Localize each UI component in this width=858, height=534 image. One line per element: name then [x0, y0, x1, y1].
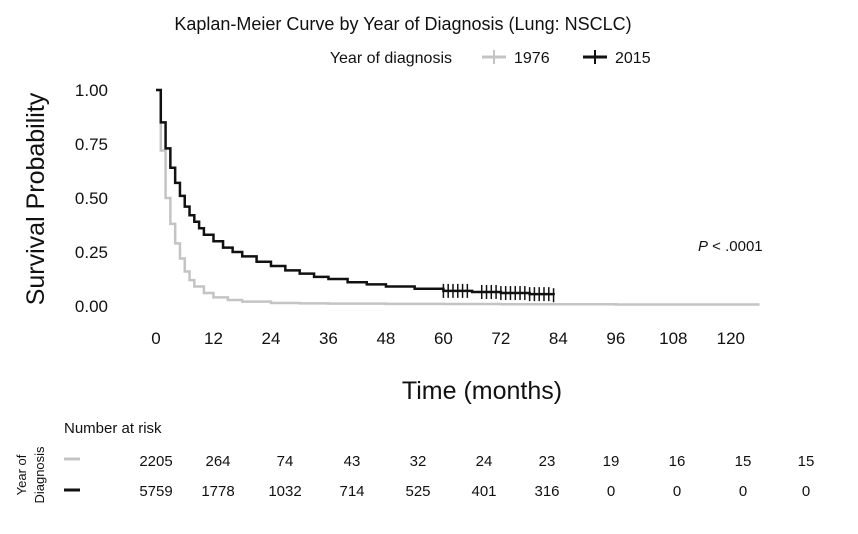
risk-cell-1976: 43: [344, 453, 361, 470]
legend-entry-1976: 1976: [482, 50, 550, 67]
risk-table-heading: Number at risk: [64, 420, 162, 437]
legend-entry-2015: 2015: [583, 50, 651, 67]
x-axis-ticks: 0 12 24 36 48 60 72 84 96 108 120: [151, 329, 745, 348]
x-tick-label: 84: [549, 329, 568, 348]
risk-cell-1976: 32: [410, 453, 427, 470]
risk-cell-2015: 0: [739, 483, 747, 500]
x-tick-label: 0: [151, 329, 160, 348]
x-tick-label: 48: [376, 329, 395, 348]
x-tick-label: 60: [434, 329, 453, 348]
risk-side-label-line-1: Year of: [14, 454, 29, 495]
risk-cell-1976: 23: [539, 453, 556, 470]
risk-cell-2015: 401: [471, 483, 496, 500]
x-tick-label: 72: [491, 329, 510, 348]
x-tick-label: 120: [717, 329, 745, 348]
risk-cell-1976: 19: [603, 453, 620, 470]
risk-table-side-label: Year of Diagnosis: [14, 446, 47, 504]
risk-cell-2015: 5759: [139, 483, 172, 500]
y-tick-label: 1.00: [75, 81, 108, 100]
series-line-1976: [156, 88, 760, 306]
risk-cell-1976: 264: [205, 453, 230, 470]
risk-cell-1976: 15: [735, 453, 752, 470]
x-tick-label: 108: [659, 329, 687, 348]
y-axis-ticks: 0.00 0.25 0.50 0.75 1.00: [75, 81, 108, 316]
risk-cell-2015: 1032: [268, 483, 301, 500]
risk-cell-1976: 15: [798, 453, 815, 470]
risk-cell-1976: 16: [669, 453, 686, 470]
risk-cell-2015: 0: [673, 483, 681, 500]
risk-cell-1976: 24: [476, 453, 493, 470]
legend-title: Year of diagnosis: [330, 50, 452, 67]
series-layer: [156, 88, 760, 306]
risk-cell-2015: 1778: [201, 483, 234, 500]
risk-table-cells: 2205 264 74 43 32 24 23 19 16 15 15 5759 1778 1032 714…: [139, 453, 814, 500]
p-value-annotation: P < .0001: [698, 238, 763, 255]
risk-cell-2015: 525: [405, 483, 430, 500]
x-tick-label: 12: [204, 329, 223, 348]
risk-cell-2015: 0: [607, 483, 615, 500]
x-tick-label: 36: [319, 329, 338, 348]
x-axis-label: Time (months): [402, 377, 562, 405]
risk-cell-2015: 0: [802, 483, 810, 500]
x-tick-label: 24: [261, 329, 280, 348]
y-tick-label: 0.75: [75, 135, 108, 154]
y-axis-label: Survival Probability: [22, 92, 50, 305]
chart-title: Kaplan-Meier Curve by Year of Diagnosis …: [174, 14, 631, 34]
legend-label-2015: 2015: [615, 50, 651, 67]
y-tick-label: 0.25: [75, 243, 108, 262]
x-tick-label: 96: [606, 329, 625, 348]
risk-cell-1976: 74: [277, 453, 294, 470]
p-value-label: P: [698, 238, 708, 255]
y-tick-label: 0.50: [75, 189, 108, 208]
risk-table: Number at risk Year of Diagnosis 2205 264…: [14, 420, 814, 504]
risk-cell-2015: 714: [339, 483, 364, 500]
legend: Year of diagnosis 1976 2015: [330, 50, 651, 67]
legend-label-1976: 1976: [514, 50, 550, 67]
risk-cell-2015: 316: [534, 483, 559, 500]
p-value-text: < .0001: [708, 238, 763, 255]
y-tick-label: 0.00: [75, 297, 108, 316]
series-line-2015: [156, 88, 555, 296]
risk-cell-1976: 2205: [139, 453, 172, 470]
risk-side-label-line-2: Diagnosis: [32, 446, 47, 504]
